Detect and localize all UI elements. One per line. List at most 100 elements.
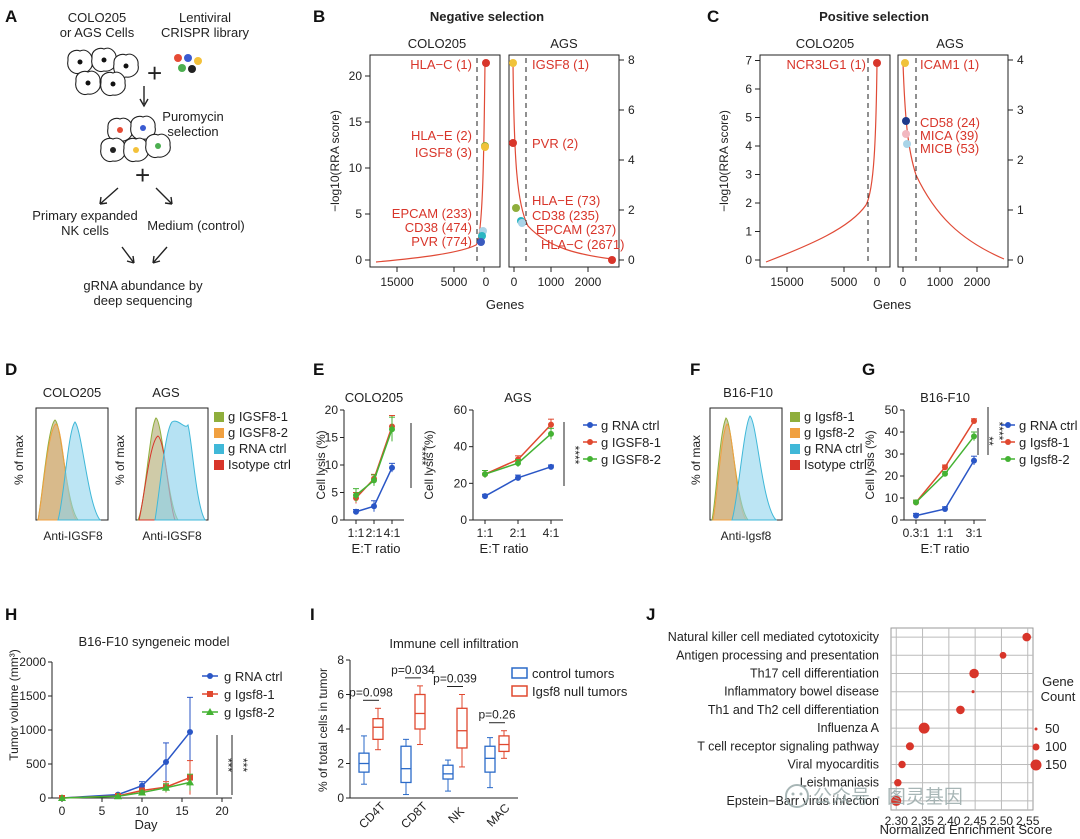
data-point xyxy=(139,782,145,789)
library-label: Lentiviral CRISPR library xyxy=(161,10,250,40)
tick-label: 4:1 xyxy=(384,526,401,540)
enrichment-dot xyxy=(971,690,975,694)
legend-entry: g Igsf8-1 xyxy=(1019,435,1070,450)
tick-label: 1:1 xyxy=(937,526,954,540)
box xyxy=(498,735,510,753)
gene-point xyxy=(901,59,909,67)
tick-label: 4 xyxy=(1017,53,1024,67)
data-point xyxy=(482,471,488,478)
tick-label: 7 xyxy=(745,54,752,68)
panel-b-gene-labels: HLA−C (1) HLA−E (2) IGSF8 (3) EPCAM (233… xyxy=(392,57,625,252)
tick-label: 10 xyxy=(885,491,899,505)
gene-label: HLA−E (2) xyxy=(411,128,472,143)
tick-label: 2:1 xyxy=(366,526,383,540)
legend-entry: control tumors xyxy=(532,666,615,681)
gene-point xyxy=(902,117,910,125)
gene-label: IGSF8 (3) xyxy=(415,145,472,160)
gene-point xyxy=(481,143,489,151)
tick-label: 3 xyxy=(1017,103,1024,117)
data-point xyxy=(548,430,554,437)
tick-label: 1000 xyxy=(927,275,954,289)
pathway-label: Th17 cell differentiation xyxy=(750,667,879,681)
series-line xyxy=(355,426,393,499)
tick-label: 10 xyxy=(349,161,363,175)
arrow-icon xyxy=(155,187,173,205)
legend-entry: g IGSF8-2 xyxy=(228,425,288,440)
cell-cluster-2 xyxy=(100,115,171,162)
panel-label-b: B xyxy=(313,7,325,26)
tick-label: 3 xyxy=(745,168,752,182)
pvalue-label: p=0.098 xyxy=(349,685,393,699)
tick-label: 5000 xyxy=(441,275,468,289)
gene-label: HLA−E (73) xyxy=(532,193,600,208)
tick-label: 2 xyxy=(337,757,344,771)
chart-title: AGS xyxy=(504,390,532,405)
data-point xyxy=(389,464,395,471)
rra-curve xyxy=(375,61,486,263)
tick-label: 0 xyxy=(874,275,881,289)
panel-j-xlabel: Normalized Enrichment Score xyxy=(880,822,1053,837)
tick-label: 30 xyxy=(885,447,899,461)
tick-label: 5 xyxy=(331,486,338,500)
tick-label: 15000 xyxy=(380,275,414,289)
panel-c-left-sub: COLO205 xyxy=(796,36,855,51)
sig-marker: **** xyxy=(415,447,429,466)
arrow-icon xyxy=(99,187,119,205)
tick-label: 0 xyxy=(745,253,752,267)
gene-point xyxy=(482,59,490,67)
data-point xyxy=(371,503,377,510)
data-point xyxy=(515,474,521,481)
data-point xyxy=(548,421,554,428)
panel-j-legend: Gene Count 50 100 150 xyxy=(1030,674,1076,772)
chart-title: Immune cell infiltration xyxy=(389,636,518,651)
panel-label-c: C xyxy=(707,7,719,26)
pathway-label: Natural killer cell mediated cytotoxicit… xyxy=(668,630,880,644)
panel-e-ylabel: Cell lysis (%) xyxy=(314,430,328,499)
tick-label: 0 xyxy=(483,275,490,289)
tick-label: 20 xyxy=(325,403,339,417)
gene-label: MICA (39) xyxy=(920,128,979,143)
tick-label: 4:1 xyxy=(543,526,560,540)
medium-label: Medium (control) xyxy=(147,218,245,233)
box xyxy=(456,707,468,749)
box xyxy=(414,693,426,730)
enrichment-dot xyxy=(956,705,965,715)
panel-f-sub: B16-F10 xyxy=(723,385,773,400)
panel-d-legend: g IGSF8-1 g IGSF8-2 g RNA ctrl Isotype c… xyxy=(214,409,291,472)
tick-label: 4 xyxy=(628,153,635,167)
tick-label: CD4T xyxy=(356,799,389,832)
tick-label: 1:1 xyxy=(348,526,365,540)
series-line xyxy=(484,433,552,475)
tick-label: 4 xyxy=(745,139,752,153)
tick-label: 15 xyxy=(175,804,189,818)
data-point xyxy=(942,506,948,512)
enrichment-dot xyxy=(898,760,906,769)
panel-j-chart: 2.30 2.35 2.40 2.45 2.50 2.55 Natural killer c… xyxy=(668,627,1040,828)
tick-label: 10 xyxy=(325,458,339,472)
gRNA-label: gRNA abundance by deep sequencing xyxy=(83,278,203,308)
tick-label: 0 xyxy=(355,253,362,267)
chart-title: B16-F10 syngeneic model xyxy=(78,634,229,649)
pathway-label: Epstein−Barr virus infection xyxy=(726,794,879,808)
data-point xyxy=(971,457,977,464)
data-point xyxy=(913,512,919,519)
tick-label: 1 xyxy=(1017,203,1024,217)
series-line xyxy=(915,420,975,503)
panel-c-ylabel: −log10(RRA score) xyxy=(717,110,731,212)
box xyxy=(400,745,412,784)
panel-d-ylabel: % of max xyxy=(12,435,26,485)
tick-label: 4 xyxy=(337,722,344,736)
tick-label: 40 xyxy=(885,425,899,439)
panel-d-xlabel: Anti-IGSF8 xyxy=(43,529,103,543)
chart-title: COLO205 xyxy=(345,390,404,405)
panel-d-sub1: COLO205 xyxy=(43,385,102,400)
enrichment-dot xyxy=(905,742,914,751)
tick-label: 20 xyxy=(885,469,899,483)
gene-point xyxy=(477,238,485,246)
tick-label: 5 xyxy=(99,804,106,818)
gene-point xyxy=(608,256,616,264)
panel-b-xaxis: 15000 5000 0 0 1000 2000 Genes xyxy=(380,267,602,312)
data-point xyxy=(971,433,977,440)
enrichment-dot xyxy=(969,668,979,679)
